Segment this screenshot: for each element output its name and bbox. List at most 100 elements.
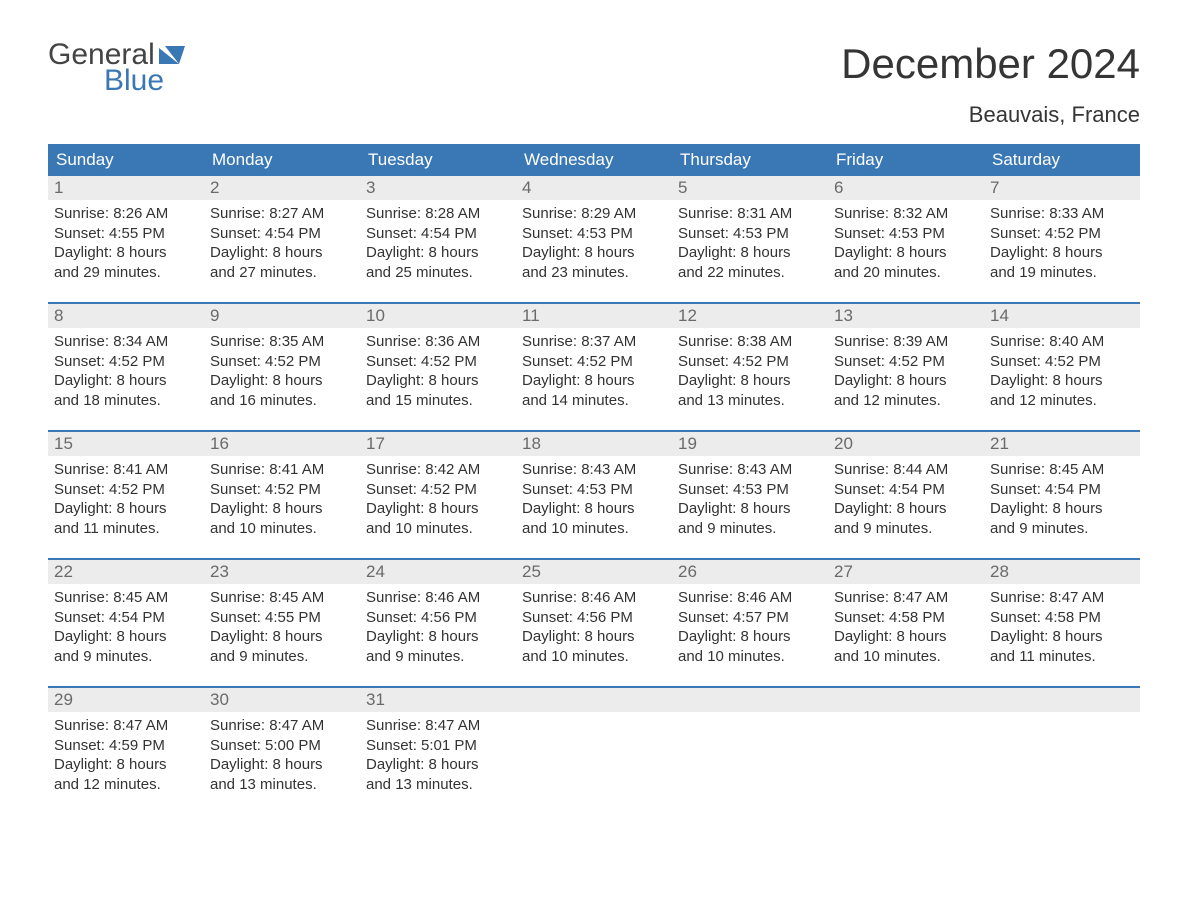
sunset-text: Sunset: 4:57 PM: [678, 608, 822, 628]
daylight-text-line2: and 12 minutes.: [990, 391, 1134, 411]
daylight-text-line1: Daylight: 8 hours: [54, 243, 198, 263]
daylight-text-line1: Daylight: 8 hours: [990, 627, 1134, 647]
day-cell-body: Sunrise: 8:29 AMSunset: 4:53 PMDaylight:…: [516, 200, 672, 288]
day-number: [516, 688, 672, 712]
daylight-text-line1: Daylight: 8 hours: [990, 243, 1134, 263]
daylight-text-line1: Daylight: 8 hours: [834, 371, 978, 391]
sunrise-text: Sunrise: 8:47 AM: [210, 716, 354, 736]
week-block: 22232425262728Sunrise: 8:45 AMSunset: 4:…: [48, 558, 1140, 672]
day-number: 13: [828, 304, 984, 328]
sunrise-text: Sunrise: 8:45 AM: [990, 460, 1134, 480]
sunset-text: Sunset: 4:53 PM: [678, 480, 822, 500]
daylight-text-line1: Daylight: 8 hours: [366, 371, 510, 391]
daylight-text-line2: and 10 minutes.: [522, 519, 666, 539]
sunset-text: Sunset: 4:52 PM: [54, 352, 198, 372]
daylight-text-line1: Daylight: 8 hours: [210, 627, 354, 647]
sunrise-text: Sunrise: 8:28 AM: [366, 204, 510, 224]
week-block: 1234567Sunrise: 8:26 AMSunset: 4:55 PMDa…: [48, 176, 1140, 288]
sunrise-text: Sunrise: 8:47 AM: [834, 588, 978, 608]
weekday-header: Saturday: [984, 144, 1140, 176]
sunset-text: Sunset: 4:52 PM: [366, 480, 510, 500]
sunrise-text: Sunrise: 8:34 AM: [54, 332, 198, 352]
sunset-text: Sunset: 4:58 PM: [834, 608, 978, 628]
sunset-text: Sunset: 4:52 PM: [834, 352, 978, 372]
sunrise-text: Sunrise: 8:41 AM: [210, 460, 354, 480]
daylight-text-line1: Daylight: 8 hours: [678, 627, 822, 647]
weekday-header: Wednesday: [516, 144, 672, 176]
day-number: 9: [204, 304, 360, 328]
sunset-text: Sunset: 4:52 PM: [210, 480, 354, 500]
sunrise-text: Sunrise: 8:38 AM: [678, 332, 822, 352]
day-number: 15: [48, 432, 204, 456]
daylight-text-line1: Daylight: 8 hours: [366, 627, 510, 647]
daylight-text-line2: and 19 minutes.: [990, 263, 1134, 283]
sunrise-text: Sunrise: 8:29 AM: [522, 204, 666, 224]
day-cell-body: Sunrise: 8:31 AMSunset: 4:53 PMDaylight:…: [672, 200, 828, 288]
sunset-text: Sunset: 4:54 PM: [834, 480, 978, 500]
day-cell-body: [516, 712, 672, 800]
day-cell-body: Sunrise: 8:39 AMSunset: 4:52 PMDaylight:…: [828, 328, 984, 416]
day-number: 17: [360, 432, 516, 456]
daylight-text-line2: and 22 minutes.: [678, 263, 822, 283]
day-cell-body: Sunrise: 8:47 AMSunset: 4:58 PMDaylight:…: [984, 584, 1140, 672]
daylight-text-line2: and 9 minutes.: [366, 647, 510, 667]
daylight-text-line2: and 9 minutes.: [678, 519, 822, 539]
day-body-row: Sunrise: 8:45 AMSunset: 4:54 PMDaylight:…: [48, 584, 1140, 672]
day-number: 12: [672, 304, 828, 328]
daylight-text-line1: Daylight: 8 hours: [990, 371, 1134, 391]
daylight-text-line2: and 29 minutes.: [54, 263, 198, 283]
sunset-text: Sunset: 4:56 PM: [366, 608, 510, 628]
day-cell-body: Sunrise: 8:43 AMSunset: 4:53 PMDaylight:…: [516, 456, 672, 544]
day-number: 20: [828, 432, 984, 456]
sunset-text: Sunset: 4:53 PM: [834, 224, 978, 244]
daylight-text-line1: Daylight: 8 hours: [678, 499, 822, 519]
day-number: 26: [672, 560, 828, 584]
day-cell-body: Sunrise: 8:32 AMSunset: 4:53 PMDaylight:…: [828, 200, 984, 288]
day-cell-body: Sunrise: 8:28 AMSunset: 4:54 PMDaylight:…: [360, 200, 516, 288]
day-cell-body: Sunrise: 8:43 AMSunset: 4:53 PMDaylight:…: [672, 456, 828, 544]
sunrise-text: Sunrise: 8:39 AM: [834, 332, 978, 352]
title-block: December 2024: [841, 40, 1140, 88]
sunset-text: Sunset: 4:58 PM: [990, 608, 1134, 628]
daylight-text-line1: Daylight: 8 hours: [522, 243, 666, 263]
day-number: 16: [204, 432, 360, 456]
daylight-text-line1: Daylight: 8 hours: [54, 499, 198, 519]
sunset-text: Sunset: 5:01 PM: [366, 736, 510, 756]
day-number: 14: [984, 304, 1140, 328]
day-cell-body: Sunrise: 8:46 AMSunset: 4:57 PMDaylight:…: [672, 584, 828, 672]
daylight-text-line1: Daylight: 8 hours: [678, 243, 822, 263]
day-cell-body: Sunrise: 8:46 AMSunset: 4:56 PMDaylight:…: [516, 584, 672, 672]
sunrise-text: Sunrise: 8:43 AM: [678, 460, 822, 480]
calendar: Sunday Monday Tuesday Wednesday Thursday…: [48, 144, 1140, 800]
daylight-text-line2: and 12 minutes.: [54, 775, 198, 795]
sunrise-text: Sunrise: 8:33 AM: [990, 204, 1134, 224]
daylight-text-line1: Daylight: 8 hours: [366, 499, 510, 519]
daylight-text-line2: and 9 minutes.: [210, 647, 354, 667]
daylight-text-line2: and 25 minutes.: [366, 263, 510, 283]
daylight-text-line2: and 14 minutes.: [522, 391, 666, 411]
day-cell-body: Sunrise: 8:36 AMSunset: 4:52 PMDaylight:…: [360, 328, 516, 416]
sunset-text: Sunset: 4:52 PM: [990, 352, 1134, 372]
day-cell-body: Sunrise: 8:44 AMSunset: 4:54 PMDaylight:…: [828, 456, 984, 544]
sunrise-text: Sunrise: 8:45 AM: [210, 588, 354, 608]
day-cell-body: [984, 712, 1140, 800]
day-number: [984, 688, 1140, 712]
day-number: [828, 688, 984, 712]
daylight-text-line1: Daylight: 8 hours: [834, 627, 978, 647]
daylight-text-line1: Daylight: 8 hours: [54, 371, 198, 391]
sunrise-text: Sunrise: 8:47 AM: [990, 588, 1134, 608]
daylight-text-line2: and 13 minutes.: [678, 391, 822, 411]
day-number-bar: 1234567: [48, 176, 1140, 200]
sunset-text: Sunset: 4:52 PM: [366, 352, 510, 372]
day-number: 21: [984, 432, 1140, 456]
sunrise-text: Sunrise: 8:36 AM: [366, 332, 510, 352]
daylight-text-line1: Daylight: 8 hours: [366, 755, 510, 775]
day-number: 4: [516, 176, 672, 200]
sunset-text: Sunset: 4:55 PM: [54, 224, 198, 244]
sunset-text: Sunset: 4:52 PM: [678, 352, 822, 372]
day-number: 28: [984, 560, 1140, 584]
daylight-text-line2: and 13 minutes.: [366, 775, 510, 795]
day-number-bar: 15161718192021: [48, 432, 1140, 456]
sunrise-text: Sunrise: 8:37 AM: [522, 332, 666, 352]
day-cell-body: Sunrise: 8:42 AMSunset: 4:52 PMDaylight:…: [360, 456, 516, 544]
